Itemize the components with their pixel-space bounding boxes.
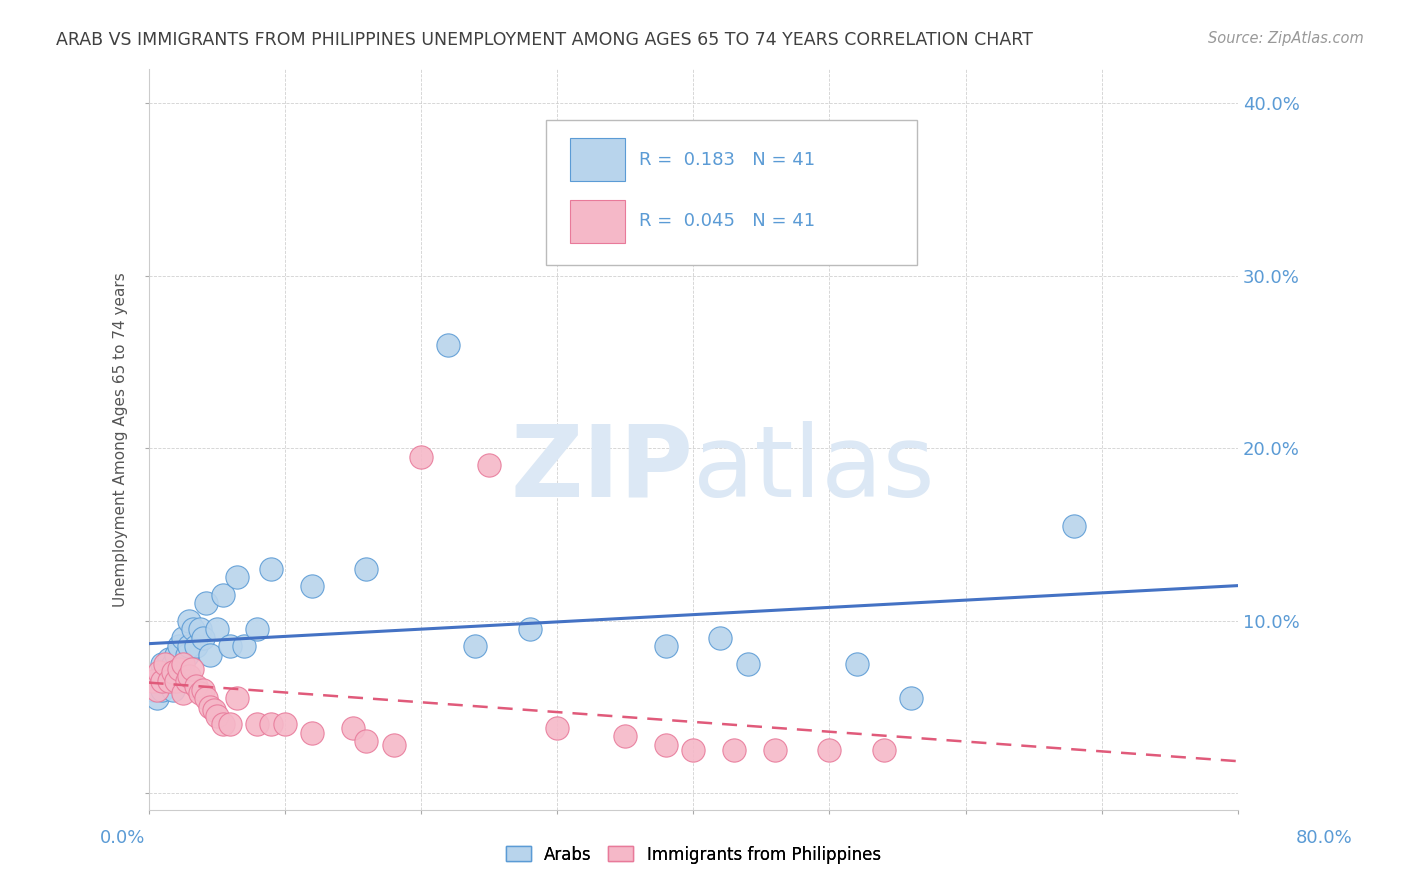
Point [142, 673, 165, 688]
Point [737, 657, 759, 671]
Point [260, 717, 283, 731]
Point [165, 673, 187, 688]
Text: R =  0.045   N = 41: R = 0.045 N = 41 [638, 212, 815, 230]
Point [150, 682, 173, 697]
Point [150, 657, 173, 671]
Point [176, 673, 198, 688]
Point [188, 686, 211, 700]
Point [212, 717, 235, 731]
Point [162, 657, 184, 671]
Point [342, 721, 364, 735]
Point [145, 691, 167, 706]
Point [655, 640, 678, 654]
Text: atlas: atlas [693, 421, 935, 517]
Point [409, 450, 432, 464]
Point [179, 614, 201, 628]
Point [655, 738, 678, 752]
Point [212, 588, 235, 602]
Point [167, 662, 190, 676]
Point [176, 648, 198, 662]
Point [167, 640, 190, 654]
Point [191, 631, 214, 645]
Point [219, 640, 242, 654]
Point [157, 651, 180, 665]
Point [546, 721, 568, 735]
Point [150, 673, 173, 688]
Text: ZIP: ZIP [510, 421, 693, 517]
Legend: Arabs, Immigrants from Philippines: Arabs, Immigrants from Philippines [499, 839, 887, 871]
Point [232, 640, 254, 654]
Point [246, 622, 269, 636]
Point [614, 729, 637, 743]
Point [763, 743, 786, 757]
Point [172, 665, 194, 680]
Point [188, 622, 211, 636]
Point [682, 743, 704, 757]
Point [226, 691, 249, 706]
Point [219, 717, 242, 731]
Point [183, 622, 205, 636]
Text: Source: ZipAtlas.com: Source: ZipAtlas.com [1208, 31, 1364, 46]
Point [172, 631, 194, 645]
Point [157, 673, 180, 688]
Point [153, 657, 176, 671]
FancyBboxPatch shape [546, 120, 917, 265]
Point [1063, 518, 1085, 533]
Point [818, 743, 841, 757]
Point [723, 743, 745, 757]
Point [191, 682, 214, 697]
Point [356, 562, 378, 576]
Point [157, 673, 180, 688]
Point [179, 640, 201, 654]
Point [226, 570, 249, 584]
Point [205, 622, 228, 636]
Point [153, 665, 176, 680]
Point [301, 725, 323, 739]
Point [873, 743, 896, 757]
Point [179, 669, 201, 683]
Y-axis label: Unemployment Among Ages 65 to 74 years: Unemployment Among Ages 65 to 74 years [114, 272, 128, 607]
Point [382, 738, 405, 752]
Point [172, 686, 194, 700]
Point [202, 703, 225, 717]
Point [186, 679, 208, 693]
Text: 0.0%: 0.0% [100, 829, 145, 847]
Point [148, 665, 170, 680]
Point [162, 682, 184, 697]
Point [709, 631, 731, 645]
Point [246, 717, 269, 731]
Point [519, 622, 541, 636]
Point [198, 699, 221, 714]
Point [162, 665, 184, 680]
Point [356, 734, 378, 748]
Point [260, 562, 283, 576]
Point [301, 579, 323, 593]
Point [194, 691, 217, 706]
Point [478, 458, 501, 473]
Text: 80.0%: 80.0% [1296, 829, 1353, 847]
Point [186, 640, 208, 654]
Point [148, 673, 170, 688]
Point [142, 682, 165, 697]
Text: ARAB VS IMMIGRANTS FROM PHILIPPINES UNEMPLOYMENT AMONG AGES 65 TO 74 YEARS CORRE: ARAB VS IMMIGRANTS FROM PHILIPPINES UNEM… [56, 31, 1033, 49]
Point [845, 657, 868, 671]
Point [464, 640, 486, 654]
Point [900, 691, 922, 706]
Point [274, 717, 297, 731]
Point [181, 662, 204, 676]
Point [437, 337, 460, 351]
Point [194, 596, 217, 610]
Point [205, 708, 228, 723]
FancyBboxPatch shape [569, 200, 624, 243]
Point [165, 648, 187, 662]
Point [172, 657, 194, 671]
Point [145, 682, 167, 697]
Point [198, 648, 221, 662]
FancyBboxPatch shape [569, 138, 624, 181]
Text: R =  0.183   N = 41: R = 0.183 N = 41 [638, 151, 815, 169]
